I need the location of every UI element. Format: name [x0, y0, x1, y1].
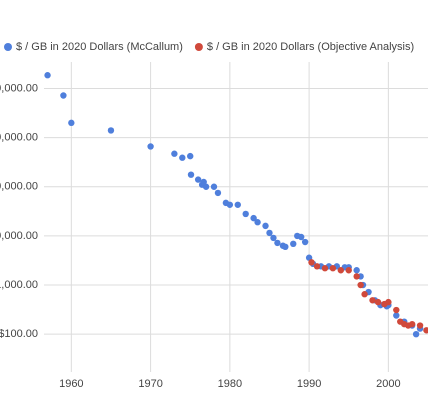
data-point: [290, 240, 297, 248]
data-point: [345, 267, 352, 274]
data-point: [147, 143, 154, 150]
data-point: [423, 327, 428, 334]
data-point: [361, 291, 368, 298]
data-point: [357, 281, 364, 289]
data-point: [337, 267, 345, 274]
data-point: [297, 233, 305, 241]
x-tick-label: 2000: [376, 378, 400, 390]
legend-label: $ / GB in 2020 Dollars (Objective Analys…: [207, 41, 414, 53]
data-point: [385, 298, 392, 306]
legend-marker: [4, 43, 12, 51]
x-tick-label: 1970: [138, 378, 162, 390]
data-point: [282, 243, 289, 251]
data-point: [313, 263, 321, 270]
data-point: [393, 306, 400, 314]
legend-label: $ / GB in 2020 Dollars (McCallum): [16, 41, 183, 53]
data-point: [68, 119, 75, 127]
data-point: [234, 201, 241, 208]
x-tick-label: 1980: [218, 378, 242, 390]
data-point: [321, 265, 329, 272]
data-point: [179, 154, 186, 161]
data-point: [107, 127, 115, 134]
data-point: [187, 152, 194, 160]
data-point: [262, 222, 269, 230]
data-point: [274, 239, 281, 247]
data-point: [202, 183, 210, 190]
data-point: [408, 320, 416, 328]
data-point: [353, 273, 360, 280]
data-point: [393, 312, 400, 319]
y-tick-label: $10,000,000.00: [0, 82, 38, 94]
data-point: [187, 171, 195, 178]
data-point: [254, 219, 261, 226]
data-point: [210, 183, 218, 190]
data-point: [329, 265, 337, 272]
data-point: [171, 150, 178, 157]
x-tick-label: 1960: [59, 378, 83, 390]
data-point: [374, 298, 382, 306]
data-point: [242, 210, 249, 218]
data-point: [308, 259, 315, 266]
data-point: [44, 72, 51, 79]
data-point: [194, 176, 202, 183]
y-tick-label: $1,000,000.00: [0, 132, 38, 144]
data-point: [266, 229, 273, 237]
y-tick-label: $100.00: [0, 328, 38, 340]
data-point: [200, 178, 207, 186]
y-tick-label: $1,000.00: [0, 279, 38, 291]
data-point: [369, 297, 376, 304]
data-point: [250, 214, 257, 222]
data-point: [353, 267, 360, 274]
data-point: [270, 234, 277, 242]
y-tick-label: $100,000.00: [0, 181, 38, 193]
data-point: [301, 238, 309, 246]
data-point: [416, 322, 424, 329]
y-tick-label: $10,000.00: [0, 230, 38, 242]
data-point: [60, 92, 67, 99]
x-tick-label: 1990: [297, 378, 321, 390]
data-point: [214, 189, 222, 197]
data-point: [412, 330, 420, 338]
data-point: [226, 201, 234, 208]
legend-marker: [194, 43, 203, 51]
